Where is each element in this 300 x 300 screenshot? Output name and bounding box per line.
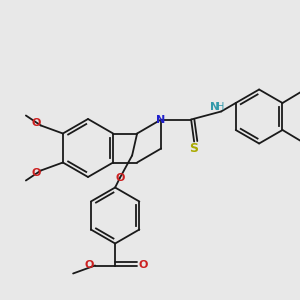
Text: S: S (190, 142, 199, 155)
Text: O: O (138, 260, 148, 271)
Text: O: O (84, 260, 94, 271)
Text: O: O (116, 172, 125, 182)
Text: O: O (31, 167, 40, 178)
Text: H: H (218, 101, 225, 112)
Text: N: N (157, 115, 166, 124)
Text: O: O (31, 118, 40, 128)
Text: N: N (211, 101, 220, 112)
